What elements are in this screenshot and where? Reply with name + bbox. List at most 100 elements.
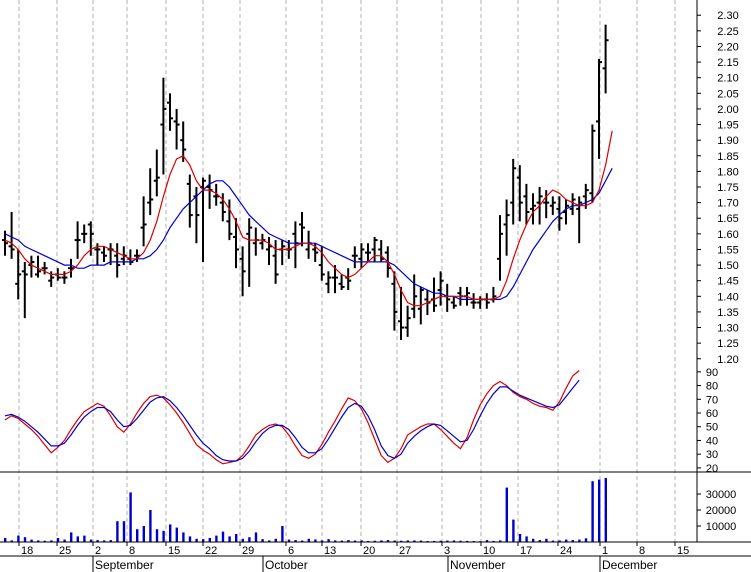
volume-bar (334, 540, 337, 542)
volume-bar (452, 540, 456, 542)
oscillator-tick-label: 40 (706, 435, 718, 447)
price-tick-label: 2.20 (717, 41, 738, 53)
volume-bar (327, 539, 330, 542)
price-tick-label: 1.50 (717, 260, 738, 272)
oscillator-tick-label: 50 (706, 422, 718, 434)
volume-bar (485, 540, 489, 542)
oscillator-tick-label: 70 (706, 394, 718, 406)
volume-bar (301, 540, 304, 542)
volume-bar (43, 540, 46, 542)
volume-bar (23, 537, 27, 542)
volume-bar (109, 540, 112, 542)
day-label: 24 (560, 545, 572, 557)
volume-bar (433, 540, 436, 542)
price-tick-label: 1.30 (717, 323, 738, 335)
volume-bar (558, 540, 561, 542)
volume-bar (320, 540, 324, 542)
price-tick-label: 2.15 (717, 57, 738, 69)
volume-bar (136, 529, 139, 542)
volume-bar (380, 540, 383, 542)
volume-bar (254, 532, 258, 542)
volume-bar (96, 540, 99, 542)
volume-bar (215, 535, 218, 542)
oscillator-tick-label: 60 (706, 408, 718, 420)
month-label: September (95, 558, 154, 572)
oscillator-tick-label: 80 (706, 381, 718, 393)
day-label: 22 (205, 545, 217, 557)
volume-bar (598, 479, 601, 542)
volume-bar (175, 527, 178, 542)
vertical-gridlines (18, 0, 676, 542)
volume-bar (169, 524, 172, 542)
volume-bar (103, 540, 106, 542)
price-tick-label: 1.40 (717, 291, 738, 303)
volume-bar (63, 539, 66, 542)
day-label: 18 (21, 545, 33, 557)
volume-bar (340, 540, 343, 542)
volume-bar (83, 535, 86, 542)
volume-bar (188, 536, 192, 542)
volume-bar (195, 538, 198, 542)
volume-bar (578, 539, 581, 542)
volume-bar (314, 539, 317, 542)
price-tick-label: 1.35 (717, 307, 738, 319)
volume-bar (149, 510, 152, 542)
volume-bar (10, 540, 13, 542)
price-tick-label: 1.85 (717, 151, 738, 163)
volume-bar (591, 481, 594, 542)
volume-bar (347, 540, 350, 542)
volume-bar (70, 532, 73, 542)
volume-bar (400, 540, 403, 542)
volume-bar (360, 540, 363, 542)
volume-bar (248, 537, 251, 542)
volume-bar (274, 538, 277, 542)
volume-bar (386, 540, 390, 542)
volume-bar (162, 530, 165, 542)
day-label: 15 (677, 545, 689, 557)
volume-bar (538, 540, 541, 542)
volume-bar (281, 526, 284, 542)
day-label: 17 (520, 545, 532, 557)
volume-bar (4, 538, 7, 542)
volume-bar (518, 534, 522, 542)
volume-bar (413, 540, 416, 542)
oscillator-panel (4, 370, 580, 465)
volume-bar (50, 540, 53, 542)
volume-bar (56, 538, 60, 542)
volume-bar (446, 540, 449, 542)
price-tick-label: 1.55 (717, 244, 738, 256)
price-tick-label: 1.90 (717, 135, 738, 147)
volume-bar (512, 519, 515, 542)
price-tick-label: 2.30 (717, 10, 738, 22)
price-tick-label: 1.95 (717, 120, 738, 132)
price-tick-label: 2.00 (717, 104, 738, 116)
volume-bar (122, 521, 126, 542)
volume-bar (565, 539, 568, 542)
oscillator-tick-label: 30 (706, 449, 718, 461)
day-label: 20 (363, 545, 375, 557)
volume-tick-label: 20000 (706, 505, 737, 517)
volume-tick-label: 30000 (706, 489, 737, 501)
day-label: 6 (288, 545, 294, 557)
volume-bar (571, 540, 574, 542)
oscillator-red-line (4, 370, 580, 465)
volume-bar (459, 540, 462, 542)
price-tick-label: 2.10 (717, 73, 738, 85)
volume-bar (466, 540, 469, 542)
day-label: 3 (444, 545, 450, 557)
volume-bar (241, 538, 244, 542)
day-label: 13 (324, 545, 336, 557)
month-label: December (602, 558, 657, 572)
volume-bar (221, 531, 225, 542)
volume-bar (353, 540, 357, 542)
volume-bar (373, 540, 376, 542)
price-tick-label: 1.70 (717, 198, 738, 210)
volume-bar (142, 526, 145, 542)
price-tick-label: 1.60 (717, 229, 738, 241)
price-tick-label: 1.75 (717, 182, 738, 194)
day-label: 2 (95, 545, 101, 557)
volume-bar (492, 540, 495, 542)
